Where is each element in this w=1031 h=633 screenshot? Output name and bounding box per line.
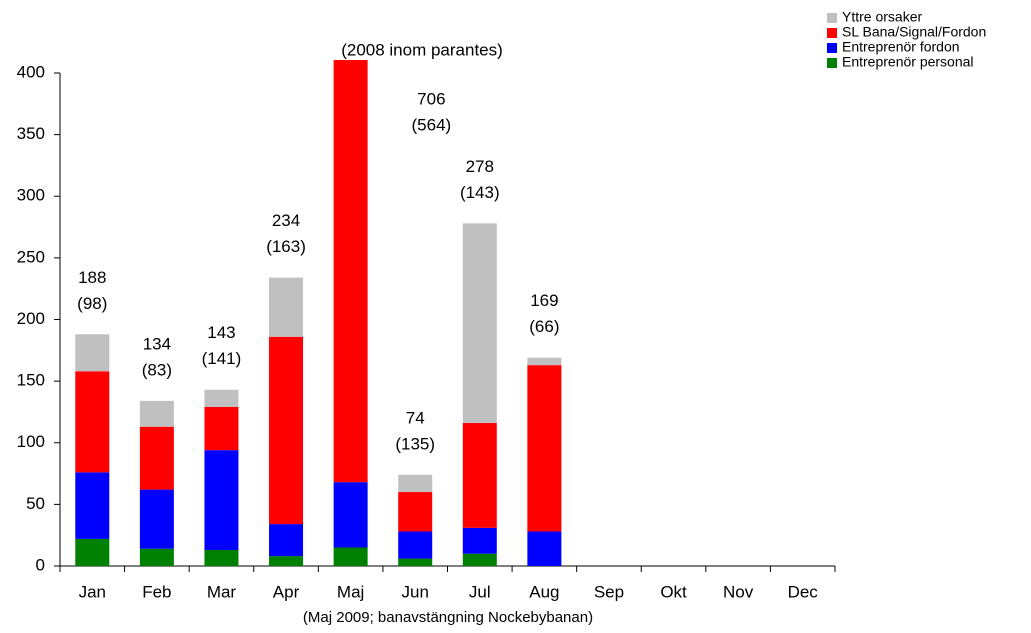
bar-segment xyxy=(333,482,368,548)
previous-label: (135) xyxy=(395,434,435,453)
legend-swatch xyxy=(827,43,837,53)
bar-segment xyxy=(333,547,368,566)
x-tick-label: Nov xyxy=(723,582,754,601)
total-label: 278 xyxy=(466,157,494,176)
bar-segment xyxy=(139,400,174,427)
y-tick-label: 250 xyxy=(17,247,45,266)
bar-segment xyxy=(462,423,497,528)
legend-label: Yttre orsaker xyxy=(842,9,922,25)
x-tick-label: Dec xyxy=(788,582,819,601)
bar-segment xyxy=(333,60,368,483)
total-label: 74 xyxy=(406,408,425,427)
total-label: 234 xyxy=(272,211,300,230)
bar-segment xyxy=(75,371,110,473)
x-axis-label: (Maj 2009; banavstängning Nockebybanan) xyxy=(303,609,593,626)
x-tick-label: Jul xyxy=(469,582,491,601)
legend-label: SL Bana/Signal/Fordon xyxy=(842,24,986,40)
bar-segment xyxy=(527,531,562,566)
legend-swatch xyxy=(827,28,837,38)
x-tick-label: Sep xyxy=(594,582,624,601)
y-tick-label: 400 xyxy=(17,62,45,81)
annotation: (2008 inom parantes) xyxy=(341,40,503,59)
bar-segment xyxy=(139,489,174,549)
bar-segment xyxy=(139,426,174,490)
y-tick-label: 200 xyxy=(17,309,45,328)
y-tick-label: 0 xyxy=(36,555,45,574)
x-tick-label: Aug xyxy=(529,582,559,601)
legend-swatch xyxy=(827,58,837,68)
bar-segment xyxy=(75,472,110,539)
previous-label: (141) xyxy=(202,349,242,368)
x-tick-label: Okt xyxy=(660,582,687,601)
bar-segment xyxy=(269,556,304,566)
y-tick-label: 100 xyxy=(17,432,45,451)
total-label: 143 xyxy=(207,323,235,342)
previous-label: (143) xyxy=(460,183,500,202)
legend-label: Entreprenör personal xyxy=(842,54,974,70)
bar-segment xyxy=(462,223,497,424)
x-tick-label: Jan xyxy=(79,582,106,601)
x-tick-label: Jun xyxy=(401,582,428,601)
previous-label: (98) xyxy=(77,294,107,313)
bar-segment xyxy=(204,549,239,566)
bar-segment xyxy=(139,548,174,566)
bar-segment xyxy=(204,450,239,550)
bar-segment xyxy=(398,531,433,559)
bar-segment xyxy=(75,334,110,372)
bar-segment xyxy=(462,527,497,554)
bar-segment xyxy=(204,407,239,451)
bar-segment xyxy=(462,553,497,566)
bar-segment xyxy=(269,336,304,525)
x-tick-label: Feb xyxy=(142,582,171,601)
bar-segment xyxy=(398,474,433,493)
legend-label: Entreprenör fordon xyxy=(842,39,960,55)
bar-segment xyxy=(269,277,304,337)
bar-segment xyxy=(527,357,562,366)
total-label: 188 xyxy=(78,268,106,287)
x-tick-label: Maj xyxy=(337,582,364,601)
bar-segment xyxy=(527,365,562,532)
bar-segment xyxy=(75,538,110,566)
previous-label: (83) xyxy=(142,360,172,379)
previous-label: (163) xyxy=(266,237,306,256)
legend-swatch xyxy=(827,13,837,23)
previous-label: (564) xyxy=(412,115,452,134)
bar-segment xyxy=(269,524,304,557)
y-tick-label: 300 xyxy=(17,186,45,205)
bar-segment xyxy=(398,558,433,566)
total-label: 134 xyxy=(143,334,171,353)
y-tick-label: 150 xyxy=(17,371,45,390)
previous-label: (66) xyxy=(529,317,559,336)
total-label: 169 xyxy=(530,291,558,310)
total-label: 706 xyxy=(417,89,445,108)
x-tick-label: Mar xyxy=(207,582,237,601)
x-tick-label: Apr xyxy=(273,582,300,601)
bars xyxy=(75,60,562,566)
y-tick-label: 350 xyxy=(17,124,45,143)
y-tick-label: 50 xyxy=(26,494,45,513)
bar-segment xyxy=(398,492,433,532)
bar-segment xyxy=(204,389,239,408)
